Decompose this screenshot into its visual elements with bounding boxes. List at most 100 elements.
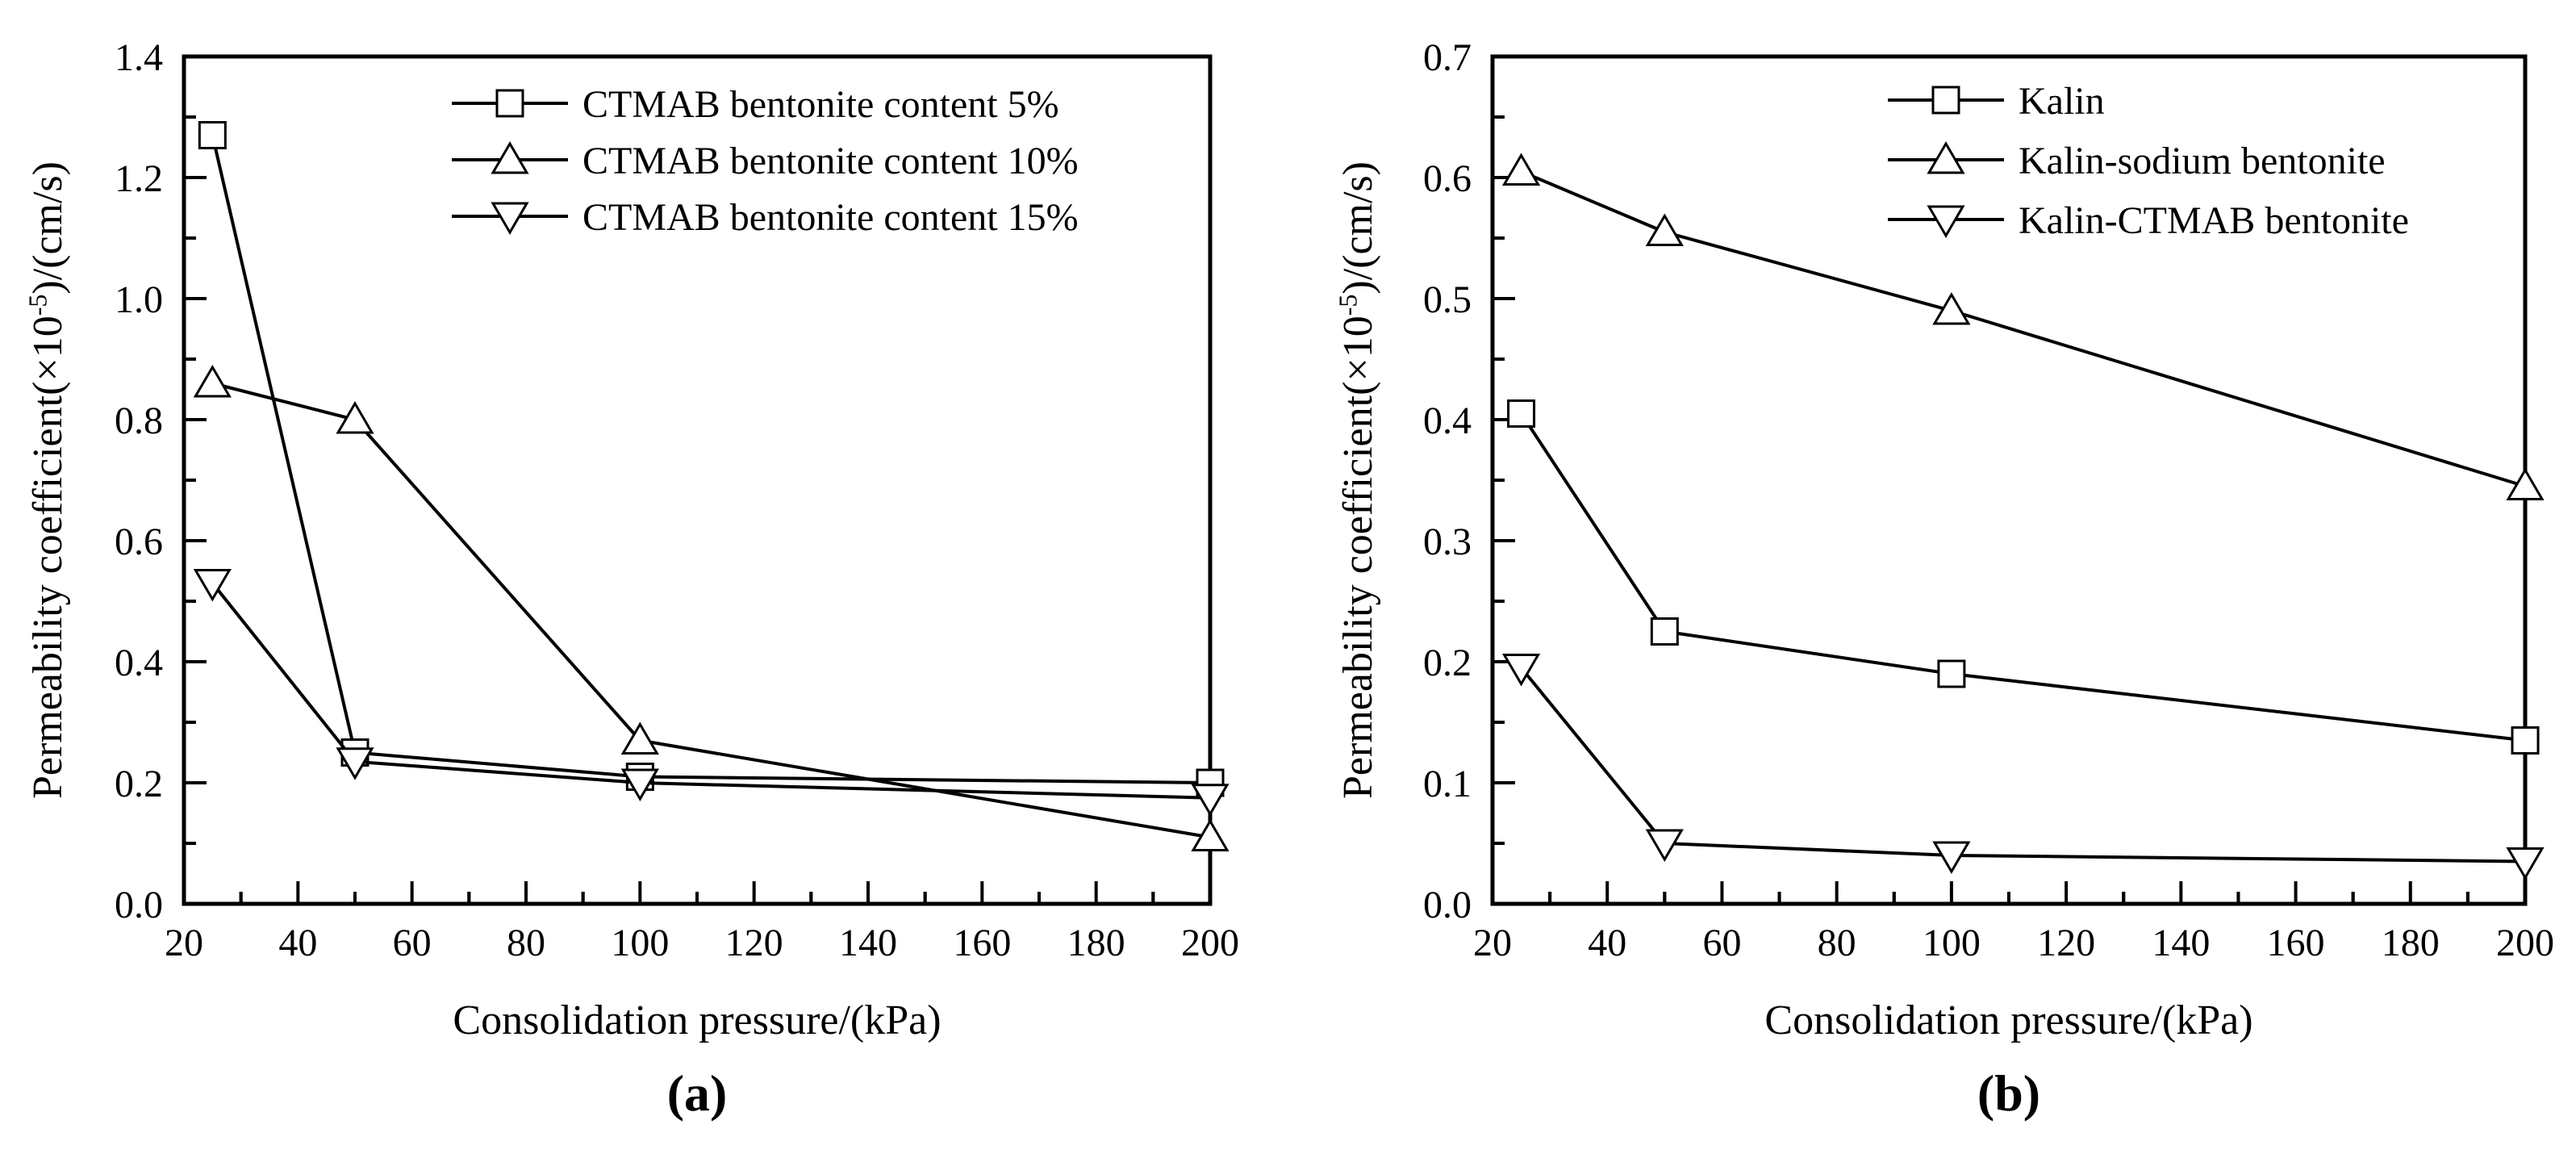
- x-tick-label: 40: [1588, 922, 1626, 964]
- y-tick-label: 0.0: [1423, 884, 1472, 926]
- y-tick-label: 0.6: [115, 521, 163, 563]
- x-tick-label: 160: [2267, 922, 2325, 964]
- x-axis-label: Consolidation pressure/(kPa): [1764, 997, 2253, 1043]
- x-tick-label: 60: [393, 922, 432, 964]
- y-axis-label-superscript: -5: [1333, 294, 1363, 316]
- marker-triangle-up: [336, 401, 374, 434]
- marker-triangle-up: [1932, 292, 1971, 325]
- y-tick-label: 0.4: [115, 642, 163, 684]
- marker-square: [1650, 617, 1679, 646]
- y-tick-label: 1.4: [115, 36, 163, 79]
- legend-item: CTMAB bentonite content 10%: [452, 140, 1079, 182]
- x-tick-label: 180: [2382, 922, 2440, 964]
- legend-label: Kalin: [2019, 80, 2105, 123]
- y-axis-label: Permeability coefficient(×10-5)/(cm/s): [20, 0, 77, 964]
- y-tick-label: 0.2: [115, 763, 163, 805]
- marker-triangle-down: [620, 768, 659, 801]
- x-tick-label: 120: [2037, 922, 2095, 964]
- y-axis-label-units: )/(cm/s): [25, 161, 71, 295]
- y-tick-label: 0.7: [1423, 36, 1472, 79]
- legend-item: CTMAB bentonite content 5%: [452, 83, 1059, 126]
- chart-b-plot: 20 40 60 80 100 120 140 160 180 200 0.0 0.1 0.2 0.3 0.…: [1423, 36, 2554, 964]
- marker-triangle-up: [2506, 467, 2545, 500]
- marker-triangle-up: [1645, 213, 1684, 246]
- x-axis-label: Consolidation pressure/(kPa): [453, 997, 941, 1043]
- x-tick-label: 120: [725, 922, 783, 964]
- marker-triangle-down: [1932, 841, 1971, 874]
- marker-square: [1507, 399, 1536, 428]
- legend-label: CTMAB bentonite content 5%: [582, 83, 1059, 126]
- x-tick-label: 200: [2496, 922, 2554, 964]
- marker-triangle-down: [1645, 829, 1684, 862]
- series-line: [1520, 169, 2526, 488]
- x-tick-label: 200: [1181, 922, 1239, 964]
- legend: Kalin Kalin-sodium bentonite Kalin-CTMAB b…: [1888, 80, 2409, 242]
- x-tick-label: 140: [2152, 922, 2210, 964]
- y-tick-label: 0.1: [1423, 763, 1472, 805]
- y-tick-label: 0.0: [115, 884, 163, 926]
- y-tick-label: 0.2: [1423, 642, 1472, 684]
- x-tick-label: 180: [1067, 922, 1125, 964]
- x-tick-label: 20: [165, 922, 203, 964]
- marker-triangle-down: [1191, 784, 1230, 817]
- marker-triangle-up: [620, 721, 659, 755]
- x-tick-label: 80: [1818, 922, 1856, 964]
- series-group: [193, 121, 1230, 851]
- marker-triangle-up: [1191, 818, 1230, 851]
- x-tick-label: 100: [611, 922, 669, 964]
- marker-triangle-up: [1927, 141, 1965, 174]
- axes: 20 40 60 80 100 120 140 160 180 200 0.0 0.2 0.4 0.6 0.…: [115, 36, 1239, 964]
- legend-label: CTMAB bentonite content 15%: [582, 196, 1079, 239]
- marker-square: [1937, 659, 1966, 688]
- series-line: [1520, 667, 2526, 863]
- marker-triangle-up: [193, 365, 232, 398]
- x-tick-label: 40: [278, 922, 317, 964]
- legend-item: Kalin: [1888, 80, 2105, 123]
- series-line: [211, 382, 1211, 839]
- y-tick-label: 0.8: [115, 399, 163, 442]
- y-tick-label: 0.4: [1423, 399, 1472, 442]
- chart-a-plot: 20 40 60 80 100 120 140 160 180 200 0.0 0.2 0.4 0.6 0.…: [115, 36, 1239, 964]
- marker-triangle-down: [1927, 205, 1965, 238]
- marker-triangle-down: [2506, 847, 2545, 880]
- y-axis-label-text: Permeability coefficient(×10: [1335, 316, 1381, 799]
- y-axis-label-units: )/(cm/s): [1335, 161, 1381, 295]
- marker-square: [198, 121, 227, 149]
- legend-item: CTMAB bentonite content 15%: [452, 196, 1079, 239]
- y-axis-label-superscript: -5: [23, 294, 52, 316]
- panel-caption: (a): [666, 1064, 728, 1122]
- y-tick-label: 0.6: [1423, 157, 1472, 200]
- axes: 20 40 60 80 100 120 140 160 180 200 0.0 0.1 0.2 0.3 0.…: [1423, 36, 2554, 964]
- marker-square: [1931, 86, 1960, 115]
- x-tick-label: 60: [1702, 922, 1741, 964]
- marker-triangle-up: [491, 141, 529, 174]
- legend-label: Kalin-sodium bentonite: [2019, 140, 2386, 182]
- legend-item: Kalin-sodium bentonite: [1888, 140, 2386, 182]
- marker-triangle-down: [491, 202, 529, 235]
- y-axis-label-text: Permeability coefficient(×10: [25, 316, 71, 799]
- plot-frame: [1490, 54, 2528, 906]
- series-group: [1501, 153, 2545, 880]
- marker-triangle-down: [336, 747, 374, 780]
- x-tick-label: 80: [507, 922, 545, 964]
- y-tick-label: 0.3: [1423, 521, 1472, 563]
- y-tick-label: 0.5: [1423, 278, 1472, 321]
- series-line: [211, 135, 1211, 784]
- panel-a: 20 40 60 80 100 120 140 160 180 200 0.0 0.2 0.4 0.6 0.…: [20, 0, 1239, 1122]
- legend-label: CTMAB bentonite content 10%: [582, 140, 1079, 182]
- panel-caption: (b): [1977, 1064, 2041, 1122]
- x-tick-label: 140: [839, 922, 897, 964]
- legend-label: Kalin-CTMAB bentonite: [2019, 199, 2409, 242]
- legend: CTMAB bentonite content 5% CTMAB bentonit…: [452, 83, 1079, 239]
- panel-b: 20 40 60 80 100 120 140 160 180 200 0.0 0.1 0.2 0.3 0.…: [1288, 0, 2575, 1154]
- series-line: [211, 582, 1211, 800]
- marker-square: [495, 89, 524, 118]
- x-tick-label: 100: [1923, 922, 1981, 964]
- y-tick-label: 1.2: [115, 157, 163, 200]
- legend-item: Kalin-CTMAB bentonite: [1888, 199, 2409, 242]
- marker-triangle-down: [1501, 654, 1541, 687]
- series-line: [1519, 412, 2526, 742]
- marker-triangle-down: [193, 569, 232, 602]
- x-tick-label: 20: [1473, 922, 1512, 964]
